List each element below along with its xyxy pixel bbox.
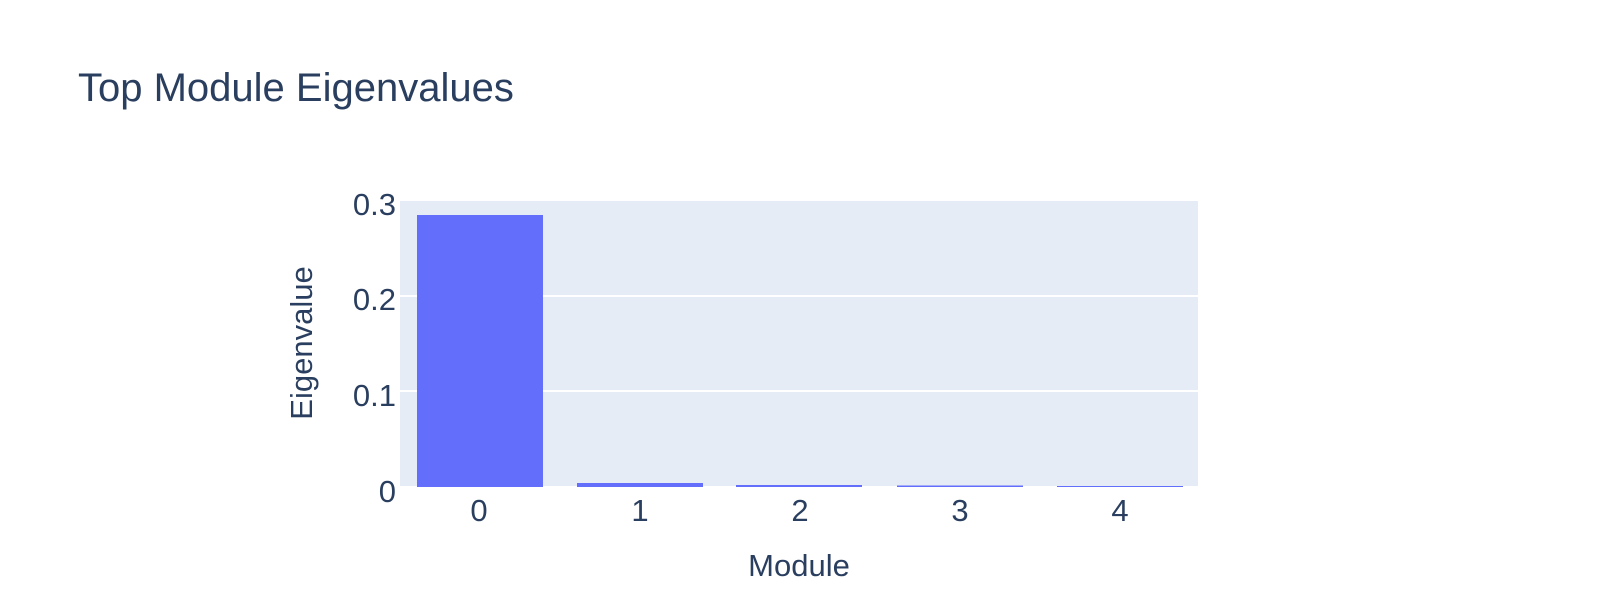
svg-text:0.2: 0.2 [353,282,396,317]
svg-text:0: 0 [379,474,396,509]
svg-text:0.1: 0.1 [353,378,396,413]
svg-text:Eigenvalue: Eigenvalue [284,266,319,419]
svg-text:4: 4 [1111,493,1128,528]
svg-text:1: 1 [631,493,648,528]
svg-text:2: 2 [791,493,808,528]
svg-text:Module: Module [748,548,850,583]
svg-text:3: 3 [951,493,968,528]
svg-text:0: 0 [470,493,487,528]
svg-text:0.3: 0.3 [353,187,396,222]
